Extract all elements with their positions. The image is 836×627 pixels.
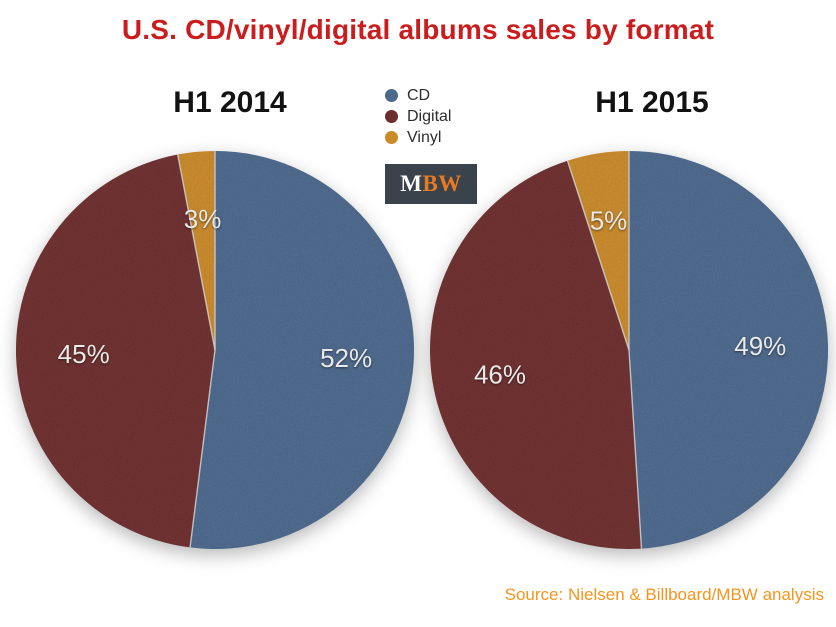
digital-color-dot-icon <box>385 110 398 123</box>
pie-svg-h1-2014: 52% 45% 3% <box>15 151 415 549</box>
slice-value-label-cd: 52% <box>320 343 372 373</box>
cd-color-dot-icon <box>385 89 398 102</box>
pie-chart-h1-2015: 49% 46% 5% <box>419 140 836 560</box>
slice-separator <box>189 349 216 548</box>
mbw-logo-bw: BW <box>422 171 462 196</box>
source-credit: Source: Nielsen & Billboard/MBW analysis <box>504 585 824 604</box>
legend-label-cd: CD <box>407 86 431 104</box>
slice-separator <box>566 160 630 351</box>
slice-separator <box>177 154 216 351</box>
legend-item-cd: CD <box>385 87 451 104</box>
pie-title-h1-2015: H1 2015 <box>595 86 709 119</box>
chart-title: U.S. CD/vinyl/digital albums sales by fo… <box>121 14 715 45</box>
legend: CD Digital Vinyl <box>385 87 451 150</box>
legend-label-vinyl: Vinyl <box>407 128 442 146</box>
slice-value-label-vinyl: 3% <box>184 204 222 234</box>
pie-svg-h1-2015: 49% 46% 5% <box>429 151 829 550</box>
slice-separator <box>628 349 643 549</box>
pie-chart-h1-2014: 52% 45% 3% <box>5 140 425 560</box>
pie-title-h1-2014: H1 2014 <box>173 86 287 119</box>
mbw-logo: M BW <box>385 164 477 204</box>
slice-value-label-cd: 49% <box>734 331 786 361</box>
legend-item-vinyl: Vinyl <box>385 129 451 146</box>
slice-value-label-digital: 45% <box>58 339 110 369</box>
slice-value-label-vinyl: 5% <box>590 205 628 235</box>
legend-item-digital: Digital <box>385 108 451 125</box>
slice-value-label-digital: 46% <box>474 360 526 390</box>
vinyl-color-dot-icon <box>385 131 398 144</box>
legend-label-digital: Digital <box>407 107 452 125</box>
mbw-logo-m: M <box>400 171 423 196</box>
